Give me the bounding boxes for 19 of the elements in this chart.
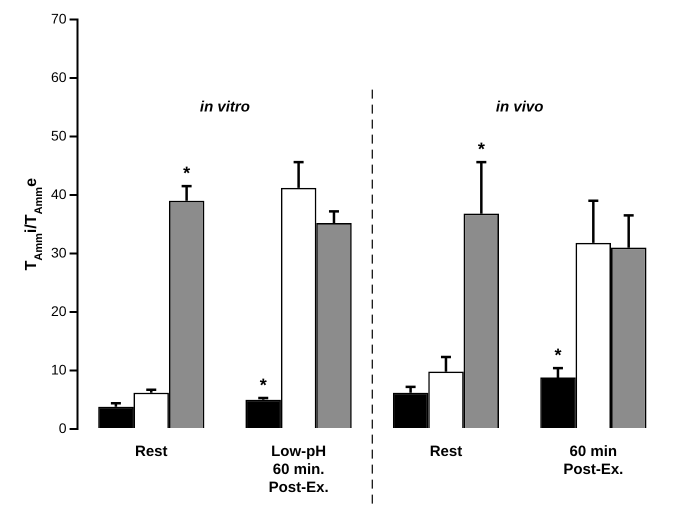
y-tick-label: 40 <box>50 186 67 202</box>
x-tick-label: Low-pH 60 min. Post-Ex. <box>268 443 329 496</box>
annotation: * <box>478 139 485 160</box>
annotation: in vivo <box>496 98 544 116</box>
y-tick-label: 70 <box>50 10 67 26</box>
annotation: * <box>260 374 267 395</box>
annotation: * <box>183 163 190 184</box>
annotation: in vitro <box>200 98 250 116</box>
y-tick-label: 30 <box>50 244 67 260</box>
x-tick-label: Rest <box>430 443 462 460</box>
annotation: * <box>554 345 562 366</box>
y-axis-title: TAmmi/TAmme <box>23 178 45 270</box>
x-tick-label: Rest <box>134 443 168 460</box>
y-tick-label: 50 <box>50 127 67 144</box>
x-tick-label: 60 min Post-Ex. <box>563 443 624 478</box>
y-tick-label: 60 <box>50 68 67 85</box>
y-tick-label: 0 <box>58 420 67 436</box>
y-tick-label: 20 <box>50 302 67 319</box>
y-tick-label: 10 <box>50 361 67 378</box>
